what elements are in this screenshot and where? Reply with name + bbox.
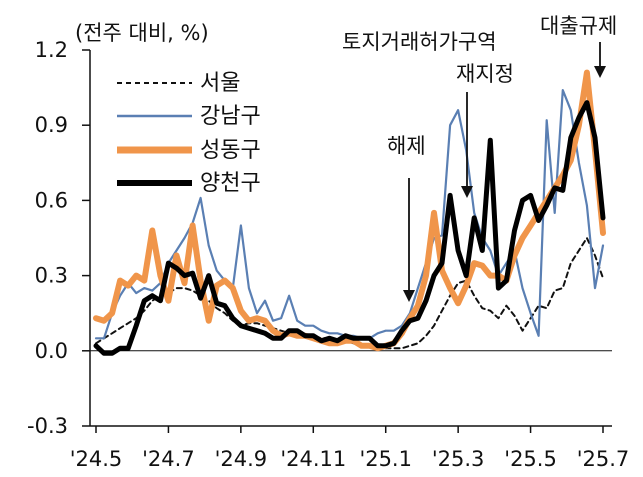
legend-label-seongdong: 성동구 (200, 138, 261, 163)
x-tick-labels: '24.5 '24.7 '24.9 '24.11 '25.1 '25.3 '25.5 '25.… (70, 447, 630, 471)
x-tick-label: '25.5 (504, 447, 557, 471)
series-lines (93, 69, 606, 356)
legend: 서울 강남구 성동구 양천구 (117, 71, 261, 196)
annotation-arrowhead-redesignation (461, 186, 473, 198)
x-axis (90, 350, 612, 433)
x-tick-label: '25.3 (432, 447, 485, 471)
y-tick-labels: 1.2 0.9 0.6 0.3 0.0 -0.3 (27, 38, 68, 438)
y-tick-label: -0.3 (27, 414, 68, 438)
annotation-label-redesignation: 재지정 (456, 62, 514, 86)
chart-title: (전주 대비, %) (75, 21, 209, 45)
x-tick-label: '25.1 (359, 447, 412, 471)
legend-label-yangcheon: 양천구 (200, 171, 261, 196)
y-tick-label: 0.6 (35, 188, 68, 212)
y-axis (82, 49, 91, 427)
legend-label-seoul: 서울 (200, 71, 240, 96)
x-tick-label: '24.11 (280, 447, 346, 471)
y-tick-label: 1.2 (35, 38, 68, 62)
series-line-yangcheon (93, 100, 606, 356)
x-tick-label: '25.7 (577, 447, 630, 471)
annotation-label-reregulation: 토지거래허가구역 (342, 30, 497, 54)
x-tick-label: '24.7 (142, 447, 195, 471)
y-tick-label: 0.9 (35, 113, 68, 137)
y-tick-label: 0.0 (35, 339, 68, 363)
annotations: 토지거래허가구역 재지정 해제 대출규제 (342, 14, 617, 302)
annotation-arrowhead-release (403, 290, 415, 302)
annotation-arrowhead-loan-regulation (594, 66, 606, 78)
legend-label-gangnam: 강남구 (200, 104, 261, 129)
series-line-seongdong (93, 69, 606, 352)
series-line-gangnam (94, 88, 605, 340)
y-tick-label: 0.3 (35, 264, 68, 288)
annotation-label-release: 해제 (387, 134, 426, 158)
x-tick-label: '24.9 (215, 447, 268, 471)
x-tick-label: '24.5 (70, 447, 123, 471)
annotation-label-loan-regulation: 대출규제 (540, 14, 617, 38)
